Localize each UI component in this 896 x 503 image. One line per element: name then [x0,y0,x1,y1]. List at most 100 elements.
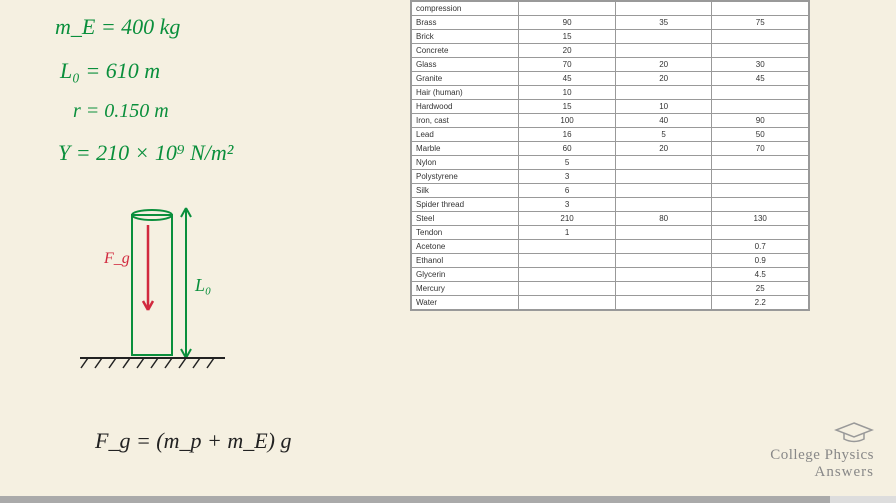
table-cell [712,44,809,58]
table-cell: 5 [615,128,712,142]
table-cell [615,44,712,58]
table-cell: Nylon [412,156,519,170]
table-cell [712,184,809,198]
table-cell: Polystyrene [412,170,519,184]
table-cell: 100 [519,114,616,128]
table-cell: Tendon [412,226,519,240]
table-cell: Ethanol [412,254,519,268]
horizontal-scrollbar[interactable] [0,496,896,503]
table-cell: 15 [519,30,616,44]
table-row: Brass903575 [412,16,809,30]
table-cell: Glycerin [412,268,519,282]
table-cell: Concrete [412,44,519,58]
table-row: Brick15 [412,30,809,44]
table-cell: Lead [412,128,519,142]
table-cell [615,198,712,212]
table-cell [519,2,616,16]
table-cell [712,198,809,212]
table-cell: 2.2 [712,296,809,310]
eq-fg: F_g = (m_p + m_E) g [95,428,292,454]
table-row: Spider thread3 [412,198,809,212]
table-cell [519,296,616,310]
table-cell: 6 [519,184,616,198]
table-row: Tendon1 [412,226,809,240]
table-cell: 70 [712,142,809,156]
table-cell: 35 [615,16,712,30]
table-cell: 10 [519,86,616,100]
table-cell: 20 [519,44,616,58]
table-cell: 30 [712,58,809,72]
l0-diagram-label: L₀ [195,275,211,296]
table-cell [519,268,616,282]
table-cell: 45 [519,72,616,86]
table-cell [712,30,809,44]
table-row: Polystyrene3 [412,170,809,184]
fg-label: F_g [104,250,130,268]
table-row: Iron, cast1004090 [412,114,809,128]
table-cell: 20 [615,58,712,72]
diagram-svg [0,0,420,420]
table-cell [615,184,712,198]
table-cell [519,240,616,254]
table-cell: 45 [712,72,809,86]
table-cell: 1 [519,226,616,240]
table-cell: Water [412,296,519,310]
table-cell [615,30,712,44]
table-row: compression [412,2,809,16]
table-cell: Brass [412,16,519,30]
table-cell: 15 [519,100,616,114]
table-cell: Marble [412,142,519,156]
table-cell: Silk [412,184,519,198]
table-cell [615,170,712,184]
table-cell: 40 [615,114,712,128]
scrollbar-thumb[interactable] [0,496,830,503]
table-cell [615,282,712,296]
table-cell: 16 [519,128,616,142]
table-cell: Steel [412,212,519,226]
table-cell: Iron, cast [412,114,519,128]
table-cell: Acetone [412,240,519,254]
table-cell [615,254,712,268]
table-row: Silk6 [412,184,809,198]
table-row: Granite452045 [412,72,809,86]
table-cell [615,2,712,16]
table-cell [712,2,809,16]
table-cell: 5 [519,156,616,170]
table-cell: 0.7 [712,240,809,254]
table-cell [615,268,712,282]
table-cell [712,170,809,184]
table-cell: 0.9 [712,254,809,268]
table-row: Hair (human)10 [412,86,809,100]
logo-line1: College Physics [770,447,874,464]
table-cell [519,254,616,268]
table-row: Nylon5 [412,156,809,170]
table-cell: Granite [412,72,519,86]
table-cell: 3 [519,170,616,184]
table-cell [519,282,616,296]
table-cell [615,240,712,254]
table-row: Glycerin4.5 [412,268,809,282]
table-cell: 80 [615,212,712,226]
table-cell: 90 [712,114,809,128]
table-cell: Spider thread [412,198,519,212]
brand-logo: College Physics Answers [770,421,874,481]
table-cell: 90 [519,16,616,30]
table-row: Hardwood1510 [412,100,809,114]
table: compressionBrass903575Brick15Concrete20G… [411,1,809,310]
table-cell: Mercury [412,282,519,296]
table-cell: 60 [519,142,616,156]
table-cell [615,226,712,240]
table-cell [615,156,712,170]
table-row: Steel21080130 [412,212,809,226]
table-cell: 210 [519,212,616,226]
table-cell: 10 [615,100,712,114]
table-cell [712,226,809,240]
table-cell [712,100,809,114]
table-row: Concrete20 [412,44,809,58]
materials-table: compressionBrass903575Brick15Concrete20G… [410,0,810,311]
table-cell: 20 [615,72,712,86]
table-cell: compression [412,2,519,16]
table-cell [712,86,809,100]
table-cell [615,86,712,100]
table-cell: Brick [412,30,519,44]
